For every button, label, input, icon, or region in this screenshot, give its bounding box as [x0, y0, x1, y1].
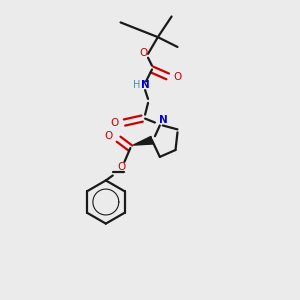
Text: O: O [117, 162, 126, 172]
Text: O: O [105, 131, 113, 141]
Text: H: H [133, 80, 140, 90]
Text: N: N [141, 80, 149, 90]
Text: O: O [110, 118, 119, 128]
Text: O: O [173, 72, 181, 82]
Text: N: N [159, 115, 168, 124]
Text: O: O [139, 48, 147, 58]
Polygon shape [133, 136, 153, 145]
